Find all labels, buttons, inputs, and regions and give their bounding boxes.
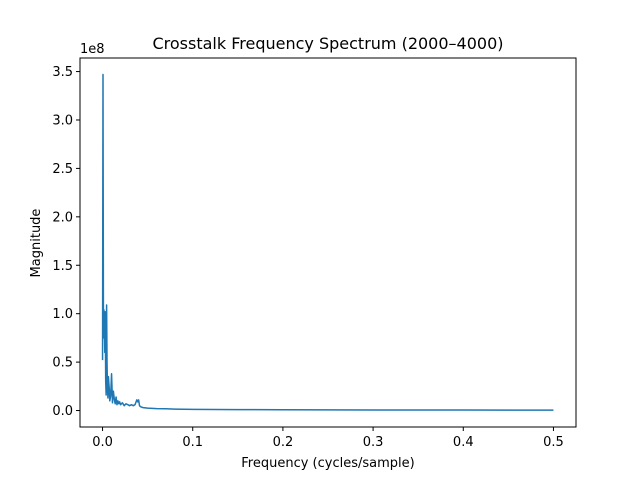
y-axis-label: Magnitude [29, 209, 44, 278]
series-line-0 [101, 73, 554, 411]
x-axis: 0.0 0.1 0.2 0.3 0.4 0.5 [92, 427, 564, 450]
x-tick-label: 0.0 [92, 435, 113, 450]
x-tick-label: 0.1 [182, 435, 203, 450]
plot-frame [79, 57, 577, 428]
chart-title: Crosstalk Frequency Spectrum (2000–4000) [152, 34, 503, 53]
y-tick-label: 0.0 [52, 404, 73, 419]
y-offset-label: 1e8 [80, 42, 105, 57]
y-tick-label: 2.5 [52, 162, 73, 177]
y-tick-label: 1.0 [52, 307, 73, 322]
x-tick-label: 0.4 [453, 435, 474, 450]
y-axis: 0.0 0.5 1.0 1.5 2.0 2.5 3.0 3.5 [52, 65, 80, 419]
x-axis-label: Frequency (cycles/sample) [241, 456, 414, 471]
y-tick-label: 1.5 [52, 259, 73, 274]
y-tick-label: 2.0 [52, 210, 73, 225]
y-tick-label: 3.0 [52, 113, 73, 128]
y-tick-label: 0.5 [52, 356, 73, 371]
x-tick-label: 0.2 [273, 435, 294, 450]
y-tick-label: 3.5 [52, 65, 73, 80]
x-tick-label: 0.3 [363, 435, 384, 450]
plot-area [101, 73, 554, 411]
x-tick-label: 0.5 [543, 435, 564, 450]
